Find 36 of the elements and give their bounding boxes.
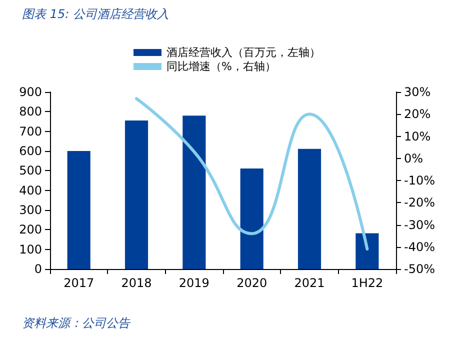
legend-label: 酒店经营收入（百万元，左轴）	[166, 46, 320, 59]
y2-tick-label: -50%	[404, 262, 436, 276]
y2-tick-label: -30%	[404, 218, 436, 232]
y2-tick-label: 20%	[404, 107, 431, 122]
x-tick-label: 1H22	[351, 276, 384, 290]
chart-title: 图表 15: 公司酒店经营收入	[22, 7, 169, 21]
x-tick-label: 2019	[178, 276, 210, 290]
legend-label: 同比增速（%，右轴）	[166, 60, 276, 73]
bar	[240, 168, 264, 269]
y-tick-label: 700	[19, 124, 42, 138]
y-tick-label: 0	[34, 262, 42, 276]
bar	[356, 233, 379, 269]
line-series	[135, 97, 369, 251]
y-tick-label: 600	[19, 144, 42, 158]
y-tick-label: 200	[19, 222, 42, 237]
y-tick-label: 400	[19, 183, 42, 198]
y-tick-label: 300	[19, 203, 42, 217]
bar	[67, 151, 90, 269]
y-tick-label: 100	[19, 242, 42, 256]
y2-tick-label: 10%	[404, 129, 431, 144]
bar	[298, 148, 322, 269]
x-tick-label: 2018	[121, 276, 152, 290]
y2-tick-label: 0%	[404, 151, 424, 166]
y2-tick-label: 30%	[404, 85, 431, 99]
x-tick-label: 2020	[236, 276, 268, 290]
y-tick-label: 900	[19, 85, 42, 99]
y2-tick-label: -40%	[404, 240, 436, 254]
y2-tick-label: -20%	[404, 196, 436, 210]
x-tick-label: 2021	[294, 276, 325, 290]
y2-tick-label: -10%	[404, 174, 436, 188]
x-tick-label: 2017	[64, 276, 94, 290]
bar	[124, 120, 148, 269]
text: 资料来源：公司公告	[22, 316, 131, 330]
y-tick-label: 800	[19, 104, 42, 119]
bar	[182, 116, 206, 269]
y-tick-label: 500	[19, 164, 42, 178]
